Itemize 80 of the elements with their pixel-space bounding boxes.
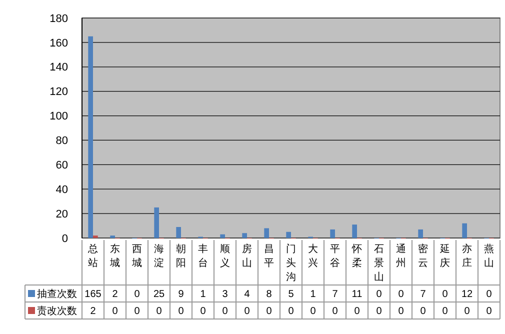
data-label: 0 — [486, 289, 492, 300]
x-tick-label: 顺义 — [220, 244, 230, 269]
y-tick-label: 140 — [50, 62, 68, 74]
data-label: 2 — [90, 306, 96, 317]
y-tick-label: 20 — [56, 208, 68, 220]
bar — [220, 234, 225, 238]
bar — [462, 223, 467, 238]
data-label: 1 — [310, 289, 316, 300]
data-label: 0 — [266, 306, 272, 317]
data-label: 8 — [266, 289, 272, 300]
data-label: 12 — [461, 289, 473, 300]
x-tick-label: 东城 — [109, 243, 120, 269]
x-tick-label: 海淀 — [154, 243, 164, 269]
data-label: 9 — [178, 289, 184, 300]
bar — [352, 224, 357, 238]
data-label: 0 — [376, 289, 382, 300]
bar — [418, 229, 423, 238]
legend-label: 抽查次数 — [37, 288, 77, 300]
y-tick-label: 60 — [56, 160, 68, 172]
data-label: 25 — [153, 289, 165, 300]
bar — [242, 233, 247, 238]
x-tick-label: 石景山 — [374, 244, 384, 283]
data-label: 0 — [134, 306, 140, 317]
x-tick-label: 西城 — [131, 244, 142, 269]
bar — [154, 207, 159, 238]
x-tick-label: 通州 — [396, 243, 406, 269]
data-label: 11 — [352, 289, 363, 300]
bar — [330, 229, 335, 238]
x-tick-label: 燕山 — [484, 243, 494, 269]
x-tick-label: 总站 — [87, 243, 98, 269]
y-tick-label: 120 — [50, 86, 68, 98]
data-label: 0 — [222, 306, 228, 317]
data-label: 1 — [200, 289, 206, 300]
y-tick-label: 0 — [62, 232, 68, 245]
data-label: 0 — [288, 306, 294, 317]
data-label: 7 — [420, 289, 426, 300]
x-tick-label: 密云 — [418, 243, 428, 269]
x-tick-label: 延庆 — [439, 243, 450, 269]
bar — [264, 228, 269, 238]
data-label: 0 — [112, 306, 118, 317]
data-label: 7 — [332, 289, 338, 300]
data-label: 0 — [178, 306, 184, 317]
data-label: 0 — [354, 306, 360, 317]
y-tick-label: 80 — [56, 135, 68, 148]
y-tick-label: 180 — [50, 12, 68, 25]
data-label: 3 — [222, 289, 228, 300]
data-label: 0 — [156, 306, 162, 317]
y-tick-label: 100 — [50, 110, 68, 123]
data-label: 2 — [112, 289, 118, 300]
x-tick-label: 亦庄 — [462, 243, 472, 269]
x-tick-label: 门头沟 — [286, 243, 296, 283]
bar — [176, 227, 181, 238]
x-tick-label: 房山 — [242, 243, 252, 269]
x-tick-label: 丰台 — [198, 243, 208, 269]
data-label: 0 — [420, 306, 426, 317]
data-label: 0 — [310, 306, 316, 317]
data-label: 0 — [398, 289, 404, 300]
data-label: 0 — [464, 306, 470, 317]
data-label: 0 — [332, 306, 338, 317]
x-tick-label: 昌平 — [264, 244, 274, 269]
data-label: 0 — [398, 306, 404, 317]
x-tick-label: 怀柔 — [351, 243, 362, 269]
y-tick-label: 40 — [56, 184, 68, 196]
data-label: 165 — [84, 289, 102, 300]
data-label: 0 — [376, 306, 382, 317]
data-label: 4 — [244, 289, 250, 300]
data-label: 0 — [244, 306, 250, 317]
data-label: 0 — [442, 306, 448, 317]
data-label: 5 — [288, 289, 294, 300]
x-tick-label: 朝阳 — [176, 243, 186, 269]
bar — [286, 232, 291, 238]
y-tick-label: 160 — [50, 37, 68, 50]
bar — [88, 36, 93, 238]
data-label: 0 — [486, 306, 492, 317]
legend-label: 责改次数 — [37, 305, 77, 317]
data-label: 0 — [442, 289, 448, 300]
x-tick-label: 大兴 — [308, 243, 318, 269]
data-label: 0 — [134, 289, 140, 300]
x-tick-label: 平谷 — [330, 244, 340, 269]
data-label: 0 — [200, 306, 206, 317]
